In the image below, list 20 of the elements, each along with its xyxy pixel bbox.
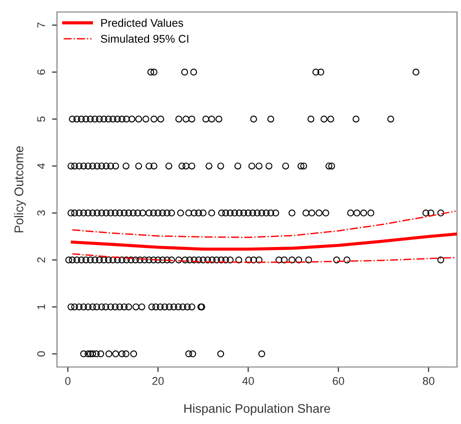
line-series [70, 232, 457, 251]
y-tick-label: 7 [37, 22, 45, 28]
y-tick-label: 2 [37, 257, 45, 262]
line-series [72, 210, 456, 238]
x-tick-label: 0 [65, 377, 70, 385]
y-tick-label: 3 [37, 210, 46, 216]
x-tick-label: 40 [242, 377, 254, 385]
x-tick-label: 60 [332, 377, 344, 385]
y-axis-title: Policy Outcome [14, 146, 26, 232]
x-axis-title: Hispanic Population Share [184, 404, 330, 416]
y-tick-label: 4 [37, 163, 45, 169]
legend-label: Simulated 95% CI [100, 34, 188, 43]
y-tick-label: 5 [37, 116, 46, 122]
y-tick-label: 1 [37, 304, 45, 310]
x-tick-label: 80 [422, 377, 434, 385]
legend-label: Predicted Values [101, 18, 184, 27]
line-series [72, 253, 456, 263]
x-tick-label: 20 [152, 377, 164, 385]
y-tick-label: 6 [37, 70, 46, 75]
y-tick-label: 0 [37, 351, 46, 357]
